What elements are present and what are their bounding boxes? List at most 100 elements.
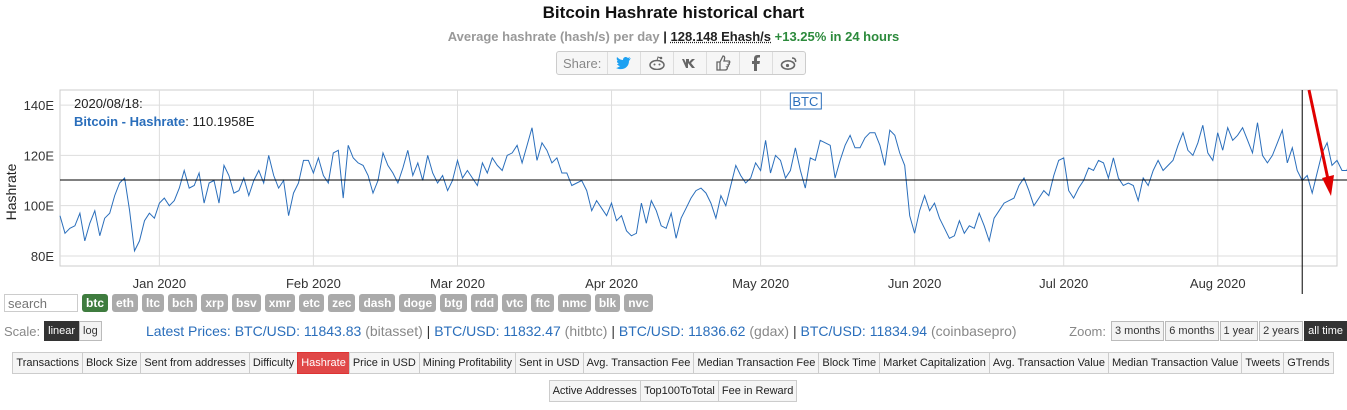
share-bar: Share: bbox=[556, 51, 807, 75]
coin-btc[interactable]: btc bbox=[82, 294, 108, 312]
scale-linear-button[interactable]: linear bbox=[44, 321, 80, 341]
tab-fee-in-reward[interactable]: Fee in Reward bbox=[717, 380, 798, 402]
coin-dash[interactable]: dash bbox=[359, 294, 396, 312]
x-tick-label: Aug 2020 bbox=[1190, 276, 1246, 291]
btc-flag-box[interactable] bbox=[789, 92, 822, 110]
tab-tweets[interactable]: Tweets bbox=[1241, 352, 1285, 374]
tab-median-transaction-fee[interactable]: Median Transaction Fee bbox=[693, 352, 820, 374]
price-separator: | bbox=[792, 323, 797, 339]
coin-ftc[interactable]: ftc bbox=[531, 294, 555, 312]
coin-xrp[interactable]: xrp bbox=[201, 294, 229, 312]
weibo-icon[interactable] bbox=[773, 52, 805, 74]
tab-sent-from-addresses[interactable]: Sent from addresses bbox=[140, 352, 250, 374]
btc-flag-label[interactable]: BTC bbox=[792, 94, 818, 109]
coin-xmr[interactable]: xmr bbox=[264, 294, 295, 312]
series-line-hashrate bbox=[59, 122, 1347, 253]
price-separator: | bbox=[426, 323, 431, 339]
price-pair: BTC/USD: 11843.83 bbox=[234, 323, 362, 339]
share-label: Share: bbox=[557, 52, 609, 74]
tab-market-capitalization[interactable]: Market Capitalization bbox=[879, 352, 990, 374]
price-pair: BTC/USD: 11832.47 bbox=[434, 323, 561, 339]
tooltip-value: 110.1958E bbox=[192, 114, 254, 129]
page-title: Bitcoin Hashrate historical chart bbox=[542, 3, 805, 22]
scale-control: Scale: linear log bbox=[4, 321, 102, 341]
tab-difficulty[interactable]: Difficulty bbox=[248, 352, 299, 374]
chart-grid bbox=[59, 89, 1338, 267]
tooltip-date: 2020/08/18: bbox=[74, 96, 143, 111]
tooltip-series: Bitcoin - Hashrate bbox=[74, 114, 185, 129]
coin-vtc[interactable]: vtc bbox=[502, 294, 528, 312]
x-axis-ticks: Jan 2020 Feb 2020 Mar 2020 Apr 2020 May 2020… bbox=[133, 276, 1246, 291]
zoom-label: Zoom: bbox=[1069, 323, 1106, 339]
facebook-icon[interactable] bbox=[740, 52, 774, 74]
current-hashrate: 128.148 Ehash/s bbox=[670, 29, 771, 44]
tab-avg-transaction-fee[interactable]: Avg. Transaction Fee bbox=[582, 352, 695, 374]
hashrate-change: +13.25% bbox=[774, 29, 827, 44]
coin-bch[interactable]: bch bbox=[168, 294, 198, 312]
zoom-2-years-button[interactable]: 2 years bbox=[1259, 321, 1304, 341]
tab-mining-profitability[interactable]: Mining Profitability bbox=[418, 352, 517, 374]
subtitle-label: Average hashrate (hash/s) per day bbox=[447, 29, 660, 44]
coin-selector: btc eth ltc bch xrp bsv xmr etc zec dash… bbox=[4, 294, 653, 312]
tab-price-in-usd[interactable]: Price in USD bbox=[348, 352, 420, 374]
btc-annotation-flag[interactable]: BTC bbox=[789, 92, 822, 110]
tab-block-time[interactable]: Block Time bbox=[818, 352, 881, 374]
x-tick-label: Mar 2020 bbox=[430, 276, 485, 291]
zoom-6-months-button[interactable]: 6 months bbox=[1165, 321, 1219, 341]
page-subtitle: Average hashrate (hash/s) per day | 128.… bbox=[0, 29, 1347, 44]
tab-median-transaction-value[interactable]: Median Transaction Value bbox=[1107, 352, 1243, 374]
coin-blk[interactable]: blk bbox=[594, 294, 621, 312]
x-tick-label: Feb 2020 bbox=[286, 276, 341, 291]
price-exchange: (coinbasepro) bbox=[930, 323, 1017, 339]
coin-doge[interactable]: doge bbox=[399, 294, 437, 312]
zoom-1-year-button[interactable]: 1 year bbox=[1219, 321, 1259, 341]
price-exchange: (gdax) bbox=[749, 323, 790, 339]
latest-prices: Latest Prices: BTC/USD: 11843.83 (bitass… bbox=[146, 323, 1017, 339]
tooltip-row: Bitcoin - Hashrate: 110.1958E bbox=[74, 114, 255, 129]
coin-nmc[interactable]: nmc bbox=[558, 294, 591, 312]
tab-sent-in-usd[interactable]: Sent in USD bbox=[515, 352, 584, 374]
price-pair: BTC/USD: 11836.62 bbox=[618, 323, 746, 339]
x-tick-label: Jul 2020 bbox=[1039, 276, 1088, 291]
tab-block-size[interactable]: Block Size bbox=[81, 352, 142, 374]
price-separator: | bbox=[611, 323, 615, 339]
coin-zec[interactable]: zec bbox=[328, 294, 356, 312]
like-icon[interactable] bbox=[707, 52, 741, 74]
coin-ltc[interactable]: ltc bbox=[142, 294, 165, 312]
metric-tabs-row-2: Active Addresses Top100ToTotal Fee in Re… bbox=[0, 380, 1347, 402]
coin-btg[interactable]: btg bbox=[440, 294, 467, 312]
prices-lead: Latest Prices: bbox=[146, 323, 235, 339]
coin-rdd[interactable]: rdd bbox=[470, 294, 499, 312]
y-tick-label: 120E bbox=[24, 148, 55, 163]
tab-avg-transaction-value[interactable]: Avg. Transaction Value bbox=[988, 352, 1109, 374]
scale-log-button[interactable]: log bbox=[79, 321, 102, 341]
x-tick-label: May 2020 bbox=[732, 276, 789, 291]
price-exchange: (bitasset) bbox=[365, 323, 423, 339]
search-input[interactable] bbox=[4, 294, 78, 312]
reddit-icon[interactable] bbox=[641, 52, 675, 74]
y-tick-label: 100E bbox=[24, 199, 55, 214]
coin-etc[interactable]: etc bbox=[298, 294, 325, 312]
tab-active-addresses[interactable]: Active Addresses bbox=[548, 380, 641, 402]
coin-eth[interactable]: eth bbox=[112, 294, 138, 312]
tab-transactions[interactable]: Transactions bbox=[12, 352, 83, 374]
y-tick-label: 80E bbox=[31, 249, 54, 264]
red-arrow-pointer bbox=[1307, 89, 1334, 196]
hashrate-chart[interactable]: Hashrate 80E 100E 120E 140E Jan 2020 Feb 202… bbox=[0, 86, 1347, 294]
tab-top100-to-total[interactable]: Top100ToTotal bbox=[639, 380, 719, 402]
zoom-control: Zoom: 3 months 6 months 1 year 2 years a… bbox=[1069, 321, 1347, 341]
tab-gtrends[interactable]: GTrends bbox=[1283, 352, 1334, 374]
coin-nvc[interactable]: nvc bbox=[624, 294, 653, 312]
vk-icon[interactable] bbox=[674, 52, 708, 74]
twitter-icon[interactable] bbox=[608, 52, 642, 74]
hashrate-change-period: in 24 hours bbox=[829, 29, 900, 44]
tooltip-colon: : bbox=[185, 114, 192, 129]
coin-bsv[interactable]: bsv bbox=[232, 294, 261, 312]
chart-tooltip: 2020/08/18: Bitcoin - Hashrate: 110.1958… bbox=[74, 96, 255, 129]
y-tick-label: 140E bbox=[24, 98, 55, 113]
y-axis-label: Hashrate bbox=[3, 163, 19, 220]
tab-hashrate[interactable]: Hashrate bbox=[297, 352, 350, 374]
zoom-all-time-button[interactable]: all time bbox=[1304, 321, 1347, 341]
price-exchange: (hitbtc) bbox=[564, 323, 608, 339]
zoom-3-months-button[interactable]: 3 months bbox=[1111, 321, 1165, 341]
